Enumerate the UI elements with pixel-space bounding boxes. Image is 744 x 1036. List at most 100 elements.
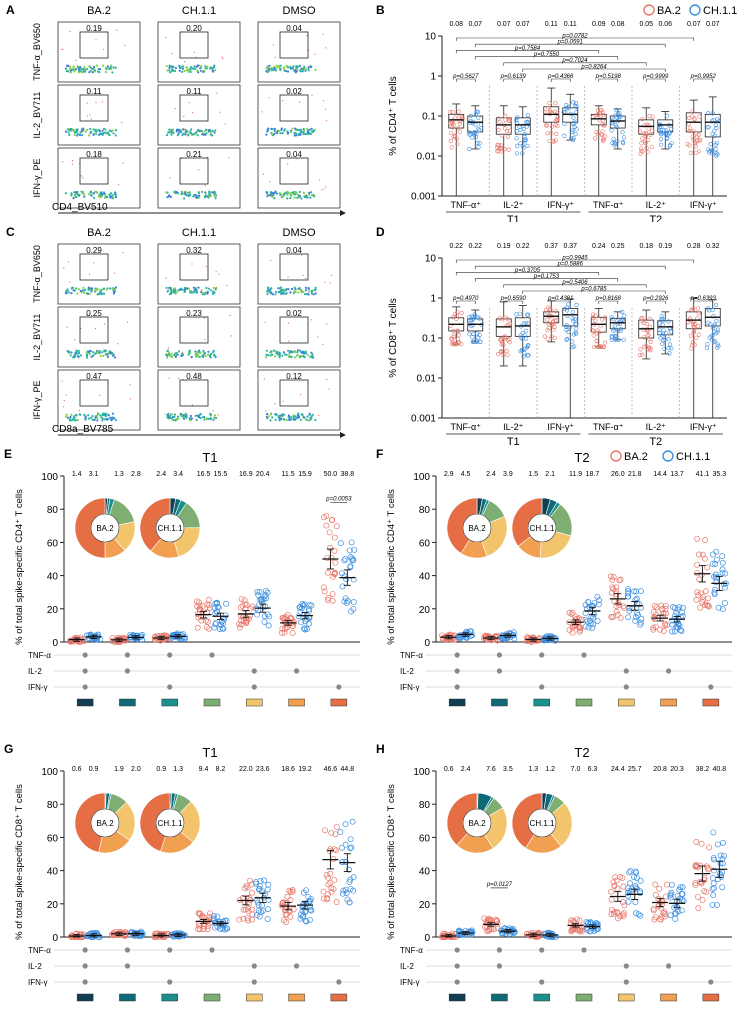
data-point	[637, 912, 644, 919]
flow-event-dot	[279, 417, 283, 420]
data-point	[171, 930, 178, 937]
flow-event-dot	[289, 65, 292, 68]
data-point	[256, 883, 263, 889]
y-tick-label: 0	[52, 933, 58, 944]
flow-event-dot	[303, 356, 306, 359]
data-point	[326, 529, 333, 536]
data-point	[302, 917, 309, 924]
mean-value-label: 15.9	[298, 471, 312, 478]
data-point	[240, 618, 247, 625]
data-point	[680, 604, 686, 611]
flow-event-dot	[289, 291, 292, 294]
flow-event-dot	[88, 273, 91, 275]
flow-event-dot	[299, 131, 302, 134]
data-point	[519, 348, 524, 353]
flow-event-dot	[86, 292, 89, 295]
category-color-swatch	[119, 698, 136, 707]
data-point	[520, 151, 525, 156]
data-point	[449, 145, 454, 150]
median-value-label: 0.24	[592, 243, 606, 250]
data-point	[521, 145, 526, 150]
flow-event-dot	[99, 354, 102, 357]
flow-event-dot	[287, 288, 290, 291]
mean-value-label: 16.9	[239, 471, 253, 478]
data-point	[550, 124, 555, 129]
matrix-dot	[82, 947, 88, 953]
flow-event-dot	[165, 64, 168, 68]
flow-event-dot	[281, 413, 284, 416]
data-point	[498, 337, 503, 342]
data-point	[612, 874, 619, 881]
chart-title: T1	[202, 450, 217, 465]
mean-value-label: 8.2	[216, 766, 226, 773]
data-point	[350, 599, 357, 606]
flow-event-dot	[310, 191, 313, 194]
flow-event-dot	[289, 350, 292, 353]
flow-event-dot	[211, 292, 214, 295]
flow-event-dot	[206, 290, 209, 293]
data-point	[545, 317, 550, 322]
flow-event-dot	[200, 291, 203, 294]
y-tick-label: 100	[41, 767, 58, 778]
data-point	[342, 555, 349, 562]
flow-event-dot	[171, 52, 173, 55]
data-point	[591, 333, 596, 338]
mean-value-label: 41.1	[696, 471, 710, 478]
flow-event-dot	[94, 416, 97, 419]
data-point	[506, 147, 511, 152]
data-point	[289, 629, 296, 636]
mean-value-label: 1.4	[72, 471, 82, 478]
data-point	[631, 588, 638, 595]
panel-d: D 0.22 0.22 0.19 0.22 0.37 0.37 0.24 0.25 0.18 0.1…	[372, 222, 744, 446]
data-point	[638, 604, 645, 611]
flow-event-dot	[326, 323, 328, 325]
flow-event-dot	[72, 65, 75, 69]
flow-event-dot	[311, 130, 314, 133]
flow-event-dot	[97, 133, 101, 136]
flow-event-dot	[192, 133, 195, 136]
data-point	[450, 120, 455, 125]
data-point	[712, 128, 717, 133]
significance-bracket	[503, 284, 647, 288]
data-point	[637, 889, 643, 896]
flow-event-dot	[80, 175, 82, 177]
panel-label: H	[376, 742, 385, 756]
flow-event-dot	[277, 64, 280, 67]
mean-value-label: 2.0	[131, 766, 141, 773]
flow-event-dot	[212, 418, 215, 421]
mean-value-label: 40.8	[713, 766, 727, 773]
data-point	[459, 310, 464, 316]
flow-event-dot	[273, 197, 276, 200]
flow-event-dot	[75, 419, 78, 422]
flow-event-dot	[282, 100, 284, 102]
data-point	[608, 613, 615, 620]
data-point	[303, 626, 310, 632]
data-point	[609, 337, 614, 342]
flow-event-dot	[197, 286, 200, 289]
flow-event-dot	[299, 349, 302, 352]
pie-hole	[155, 808, 185, 838]
flow-event-dot	[264, 321, 266, 323]
data-point	[261, 877, 268, 884]
flow-event-dot	[75, 287, 78, 290]
box-iqr	[657, 320, 674, 336]
flow-event-dot	[168, 293, 172, 296]
data-point	[637, 353, 643, 358]
data-point	[203, 624, 210, 631]
flow-event-dot	[198, 129, 201, 132]
flow-event-dot	[195, 291, 199, 294]
flow-event-dot	[86, 314, 88, 316]
column-header: CH.1.1	[182, 227, 216, 239]
data-point	[485, 927, 492, 934]
median-value-label: 0.18	[639, 243, 653, 250]
data-point	[525, 112, 530, 118]
p-value-label: p=0.7024	[561, 58, 588, 64]
flow-event-dot	[164, 413, 166, 415]
flow-event-dot	[288, 340, 290, 342]
data-point	[348, 539, 355, 546]
flow-event-dot	[318, 414, 320, 416]
gate-percentage: 0.32	[186, 246, 202, 255]
y-tick-label: 60	[419, 833, 431, 844]
data-point	[214, 913, 221, 920]
